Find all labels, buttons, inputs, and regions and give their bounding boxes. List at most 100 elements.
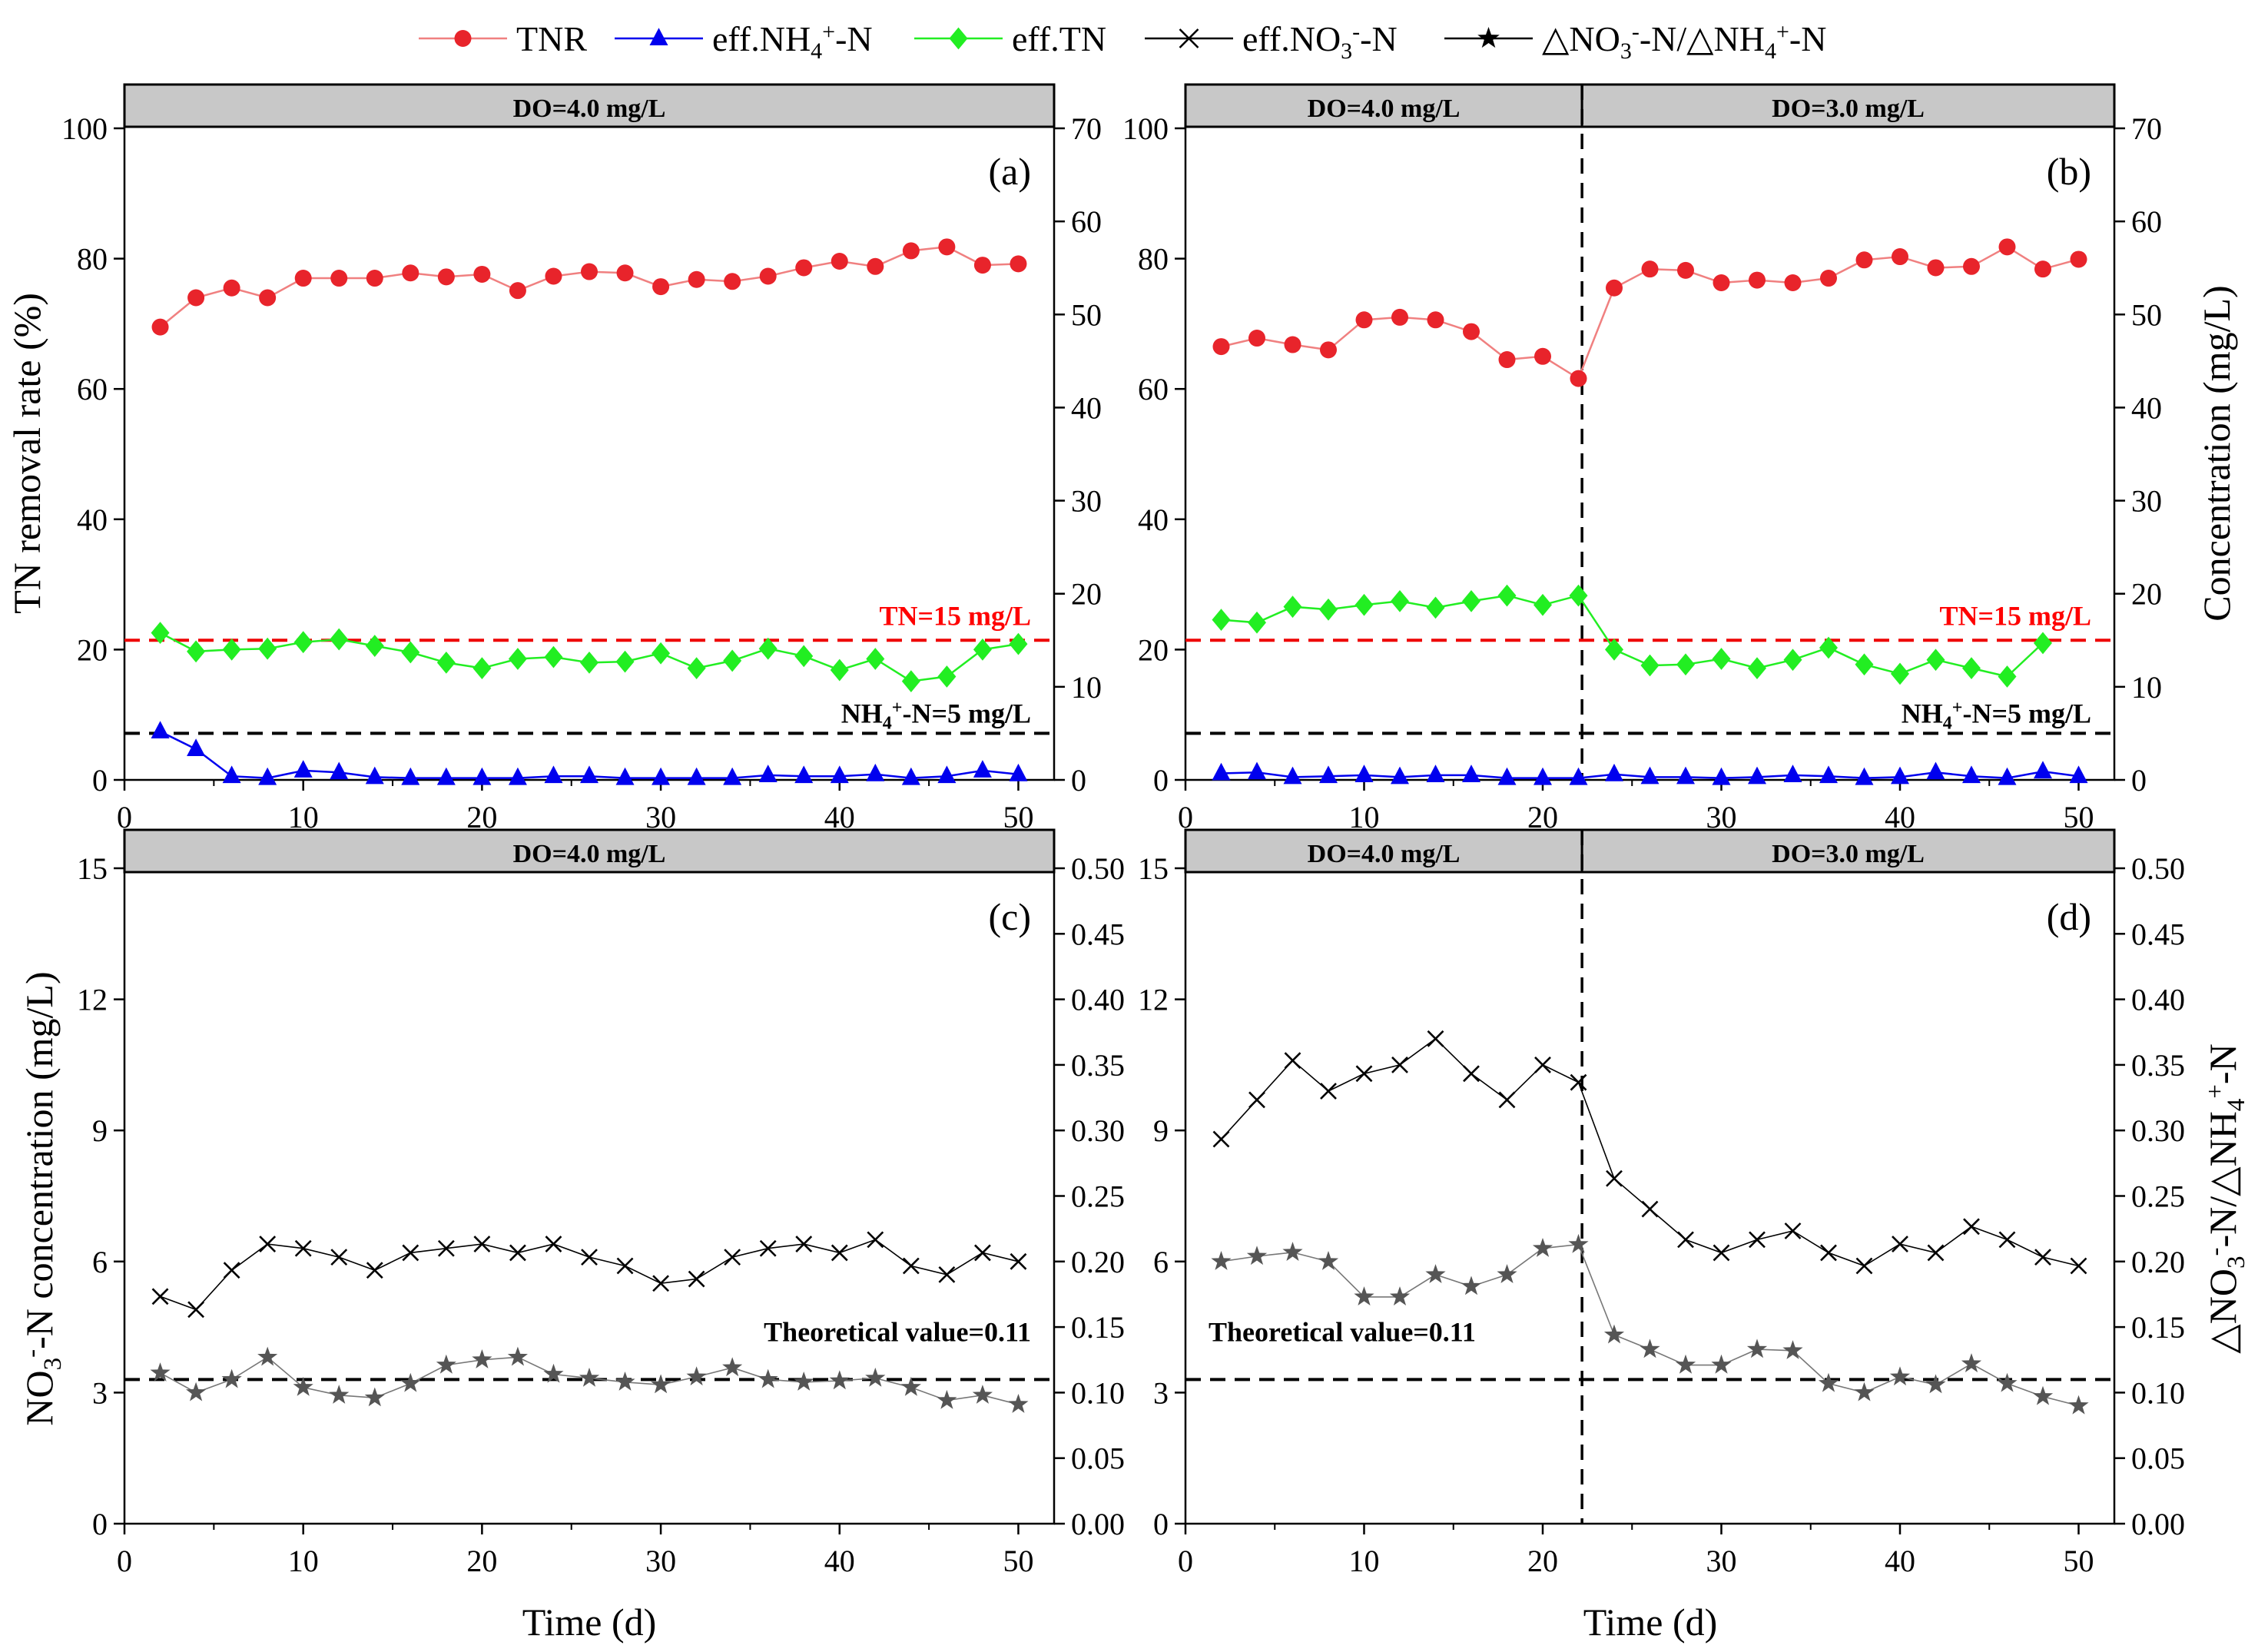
y-left-tick-label: 3 xyxy=(1153,1375,1169,1410)
x-marker-stroke xyxy=(1892,1236,1908,1252)
no3-point xyxy=(1713,1244,1730,1262)
y-left-tick-label: 3 xyxy=(92,1375,108,1410)
x-marker-stroke xyxy=(831,1244,848,1262)
tnr-point xyxy=(2034,260,2051,278)
x-marker-stroke xyxy=(330,1249,348,1266)
x-marker-stroke xyxy=(1606,1169,1623,1187)
tn-point xyxy=(937,665,957,688)
tnr-point xyxy=(1355,311,1373,329)
ratio-point xyxy=(507,1346,528,1366)
no3-point xyxy=(1998,1231,2016,1249)
header-bar: DO=4.0 mg/L xyxy=(1184,83,1583,128)
legend-label: eff.NH4+-N xyxy=(712,19,873,64)
y-right-tick-label: 20 xyxy=(1071,577,1102,612)
tnr-point xyxy=(1641,260,1659,278)
tnr-point xyxy=(1606,279,1623,297)
header-label: DO=4.0 mg/L xyxy=(513,95,666,123)
header-bar: DO=4.0 mg/L xyxy=(123,828,1056,874)
tn-point xyxy=(794,645,814,668)
y-right-tick-label: 0.10 xyxy=(1071,1375,1125,1410)
label-sub: 3 xyxy=(39,1358,67,1371)
tn-point xyxy=(687,657,706,680)
y-right-tick-label: 0.05 xyxy=(1071,1441,1125,1476)
no3-point xyxy=(795,1236,813,1252)
tnr-point xyxy=(330,270,348,287)
x-marker-stroke xyxy=(1855,1257,1873,1275)
panel-tag: (a) xyxy=(989,150,1032,193)
ratio-point xyxy=(1782,1340,1803,1359)
nh4-point xyxy=(1569,767,1588,785)
label-part: eff.TN xyxy=(1012,19,1106,58)
legend-entry-no3: eff.NO3--N xyxy=(1145,19,1398,64)
tn-point xyxy=(1009,632,1028,655)
x-tick-label: 0 xyxy=(1178,800,1193,834)
tnr-point xyxy=(1713,274,1730,291)
tn-point xyxy=(866,648,885,670)
tnr-point xyxy=(688,270,705,288)
x-tick-label: 20 xyxy=(466,1544,497,1578)
plot-frame xyxy=(123,871,1056,1525)
tn-point xyxy=(1248,611,1266,634)
tn-point xyxy=(615,650,635,673)
nh4-point xyxy=(1783,765,1802,782)
y-left-tick-label: 60 xyxy=(77,372,108,406)
ratio-series xyxy=(1211,1233,2089,1415)
ratio-point xyxy=(1997,1372,2018,1392)
diamond-marker xyxy=(949,27,968,50)
label-sup: + xyxy=(2202,1084,2230,1099)
nh4-point xyxy=(187,738,206,757)
nh4-point xyxy=(1534,767,1552,785)
label-part: NH xyxy=(1902,698,1943,728)
x-marker-stroke xyxy=(974,1244,991,1262)
theoretical-label: Theoretical value=0.11 xyxy=(764,1316,1031,1347)
label-sup: - xyxy=(1632,19,1640,45)
label-sup: + xyxy=(1952,698,1963,718)
tnr-point xyxy=(1212,338,1230,356)
tnr-point xyxy=(402,264,419,282)
no3-point xyxy=(831,1244,848,1262)
nh4-point xyxy=(1891,766,1909,785)
no3-point xyxy=(1212,1130,1230,1148)
no3-point xyxy=(330,1249,348,1266)
x-marker-stroke xyxy=(1212,1130,1230,1148)
y-right-tick-label: 0.40 xyxy=(2131,983,2185,1017)
ratio-point xyxy=(686,1366,707,1386)
nh4-point xyxy=(1712,767,1731,785)
y-right-tick-label: 30 xyxy=(2131,484,2162,519)
x-marker-stroke xyxy=(688,1270,705,1288)
plot-frame xyxy=(1184,125,2116,781)
ratio-point xyxy=(472,1349,492,1368)
ratio-point xyxy=(364,1387,385,1407)
header-rect xyxy=(123,828,1056,874)
ratio-point xyxy=(937,1389,957,1409)
y-right-tick-label: 10 xyxy=(1071,670,1102,705)
y-right-tick-label: 0.15 xyxy=(2131,1310,2185,1345)
tn-point xyxy=(1891,662,1909,685)
x-marker-stroke xyxy=(759,1239,777,1257)
nh4-point xyxy=(1462,765,1480,782)
legend-entry-tnr: TNR xyxy=(419,19,587,58)
ratio-point xyxy=(722,1357,743,1377)
triangle-marker xyxy=(649,28,668,45)
label-sup: + xyxy=(892,698,903,718)
header-rect xyxy=(1184,828,1583,874)
label-part: -N concentration (mg/L) xyxy=(18,971,61,1348)
y-right-tick-label: 0.35 xyxy=(1071,1048,1125,1083)
ratio-point xyxy=(1854,1382,1875,1402)
no3-point xyxy=(1892,1236,1908,1252)
nh4-point xyxy=(258,767,277,785)
no3-point xyxy=(187,1301,204,1319)
label-part: -N xyxy=(1789,19,1827,58)
nh4-point xyxy=(1748,766,1766,785)
tnr-point xyxy=(223,279,240,297)
tn-point xyxy=(1354,593,1374,616)
ratio-point xyxy=(1675,1354,1696,1374)
y-right-tick-label: 0.50 xyxy=(2131,851,2185,886)
tnr-point xyxy=(1498,351,1516,369)
tn-point xyxy=(401,641,420,664)
bottom-right-y-axis-label: △NO3--N/△NH4+-N xyxy=(2201,1043,2250,1353)
tnr-point xyxy=(867,257,884,275)
no3-point xyxy=(616,1257,634,1275)
tnr-point xyxy=(2070,250,2087,268)
ratio-point xyxy=(2032,1385,2054,1405)
